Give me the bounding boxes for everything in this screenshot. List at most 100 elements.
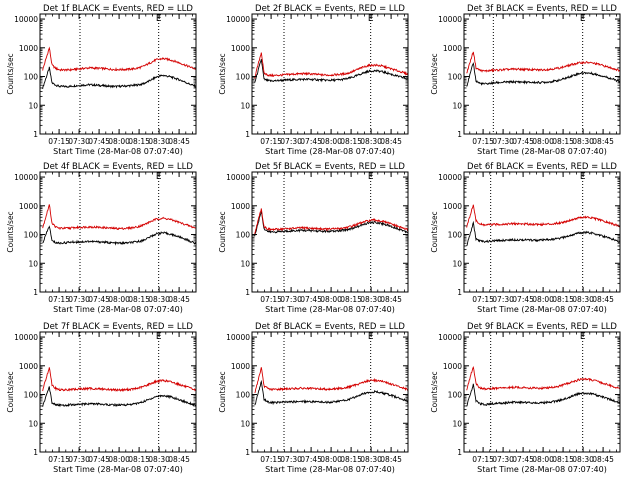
x-tick-label: 07:15: [48, 295, 70, 304]
y-tick-label: 1000: [19, 44, 38, 53]
y-tick-label: 1000: [443, 44, 462, 53]
x-tick-label: 07:15: [260, 137, 282, 146]
y-tick-label: 1000: [443, 362, 462, 371]
y-axis-label: Counts/sec: [218, 371, 227, 412]
x-tick-label: 08:15: [552, 455, 574, 464]
x-tick-label: 08:00: [108, 137, 130, 146]
x-tick-label: 08:45: [380, 455, 402, 464]
y-tick-label: 10000: [14, 173, 38, 182]
y-tick-label: 1: [33, 130, 38, 139]
y-tick-label: 100: [24, 73, 39, 82]
series-line-lld: [42, 204, 197, 231]
y-tick-label: 100: [448, 231, 463, 240]
x-tick-label: 08:00: [532, 455, 554, 464]
y-tick-label: 100: [236, 391, 251, 400]
x-axis-label: Start Time (28-Mar-08 07:07:40): [265, 465, 395, 474]
y-tick-label: 10: [28, 419, 38, 428]
y-tick-label: 10000: [438, 15, 462, 24]
series-line-lld: [254, 52, 409, 79]
x-axis-label: Start Time (28-Mar-08 07:07:40): [477, 147, 607, 156]
detector-panel-8: Det 8f BLACK = Events, RED = LLDE1101001…: [218, 322, 409, 474]
y-tick-label: 10000: [14, 15, 38, 24]
y-axis-label: Counts/sec: [6, 371, 15, 412]
plot-frame: [251, 13, 409, 135]
y-tick-label: 10: [28, 101, 38, 110]
y-tick-label: 10000: [438, 173, 462, 182]
x-axis-label: Start Time (28-Mar-08 07:07:40): [265, 305, 395, 314]
y-tick-label: 10000: [14, 333, 38, 342]
x-tick-label: 07:45: [512, 295, 534, 304]
x-tick-label: 08:45: [592, 455, 614, 464]
x-tick-label: 07:45: [300, 455, 322, 464]
y-tick-label: 1: [33, 448, 38, 457]
plot-frame: [39, 13, 197, 135]
x-tick-label: 07:30: [68, 295, 90, 304]
x-tick-label: 08:30: [360, 137, 382, 146]
x-tick-label: 07:15: [260, 295, 282, 304]
x-tick-label: 08:30: [572, 295, 594, 304]
x-tick-label: 08:00: [108, 295, 130, 304]
y-tick-label: 10000: [226, 173, 250, 182]
y-tick-label: 1000: [19, 202, 38, 211]
x-tick-label: 07:15: [48, 455, 70, 464]
plot-frame: [463, 13, 621, 135]
x-tick-label: 08:15: [340, 295, 362, 304]
y-axis-label: Counts/sec: [6, 211, 15, 252]
panel-title: Det 5f BLACK = Events, RED = LLD: [255, 162, 405, 172]
detector-panel-7: Det 7f BLACK = Events, RED = LLDE1101001…: [6, 322, 197, 474]
y-axis-label: Counts/sec: [6, 53, 15, 94]
x-tick-label: 07:30: [68, 455, 90, 464]
y-tick-label: 1: [457, 288, 462, 297]
series-line-lld: [254, 208, 409, 235]
x-tick-label: 07:30: [492, 455, 514, 464]
detector-panel-2: Det 2f BLACK = Events, RED = LLDE1101001…: [218, 4, 409, 156]
y-tick-label: 10: [240, 101, 250, 110]
y-tick-label: 10000: [226, 333, 250, 342]
x-tick-label: 08:15: [552, 137, 574, 146]
x-tick-label: 08:45: [168, 455, 190, 464]
x-tick-label: 07:30: [280, 137, 302, 146]
x-tick-label: 07:45: [88, 295, 110, 304]
series-line-events: [466, 62, 621, 87]
y-tick-label: 1: [245, 288, 250, 297]
panel-title: Det 2f BLACK = Events, RED = LLD: [255, 4, 405, 14]
x-tick-label: 08:00: [320, 137, 342, 146]
y-tick-label: 10: [28, 259, 38, 268]
x-axis-label: Start Time (28-Mar-08 07:07:40): [477, 305, 607, 314]
detector-panel-3: Det 3f BLACK = Events, RED = LLDE1101001…: [430, 4, 621, 156]
x-tick-label: 07:45: [512, 137, 534, 146]
x-tick-label: 07:15: [48, 137, 70, 146]
series-line-events: [254, 211, 409, 237]
y-tick-label: 10: [240, 419, 250, 428]
y-tick-label: 1: [33, 288, 38, 297]
y-tick-label: 100: [24, 231, 39, 240]
x-tick-label: 08:30: [148, 455, 170, 464]
series-line-lld: [466, 204, 621, 228]
x-tick-label: 08:30: [360, 455, 382, 464]
y-tick-label: 1: [457, 130, 462, 139]
y-tick-label: 1000: [19, 362, 38, 371]
detector-panel-4: Det 4f BLACK = Events, RED = LLDE1101001…: [6, 162, 197, 314]
x-tick-label: 08:00: [532, 295, 554, 304]
y-tick-label: 1000: [231, 44, 250, 53]
x-tick-label: 07:15: [472, 137, 494, 146]
y-tick-label: 100: [236, 231, 251, 240]
x-tick-label: 08:00: [532, 137, 554, 146]
y-axis-label: Counts/sec: [430, 371, 439, 412]
series-line-lld: [254, 367, 409, 394]
x-tick-label: 08:15: [128, 455, 150, 464]
x-tick-label: 08:45: [168, 137, 190, 146]
panel-title: Det 4f BLACK = Events, RED = LLD: [43, 162, 193, 172]
x-tick-label: 08:00: [108, 455, 130, 464]
y-tick-label: 10000: [226, 15, 250, 24]
y-tick-label: 10: [452, 259, 462, 268]
y-axis-label: Counts/sec: [218, 53, 227, 94]
detector-panel-6: Det 6f BLACK = Events, RED = LLDE1101001…: [430, 162, 621, 314]
y-tick-label: 10: [452, 419, 462, 428]
y-axis-label: Counts/sec: [430, 53, 439, 94]
y-tick-label: 100: [448, 73, 463, 82]
plot-frame: [463, 331, 621, 453]
detector-panel-9: Det 9f BLACK = Events, RED = LLDE1101001…: [430, 322, 621, 474]
x-tick-label: 08:00: [320, 295, 342, 304]
x-tick-label: 07:30: [492, 137, 514, 146]
